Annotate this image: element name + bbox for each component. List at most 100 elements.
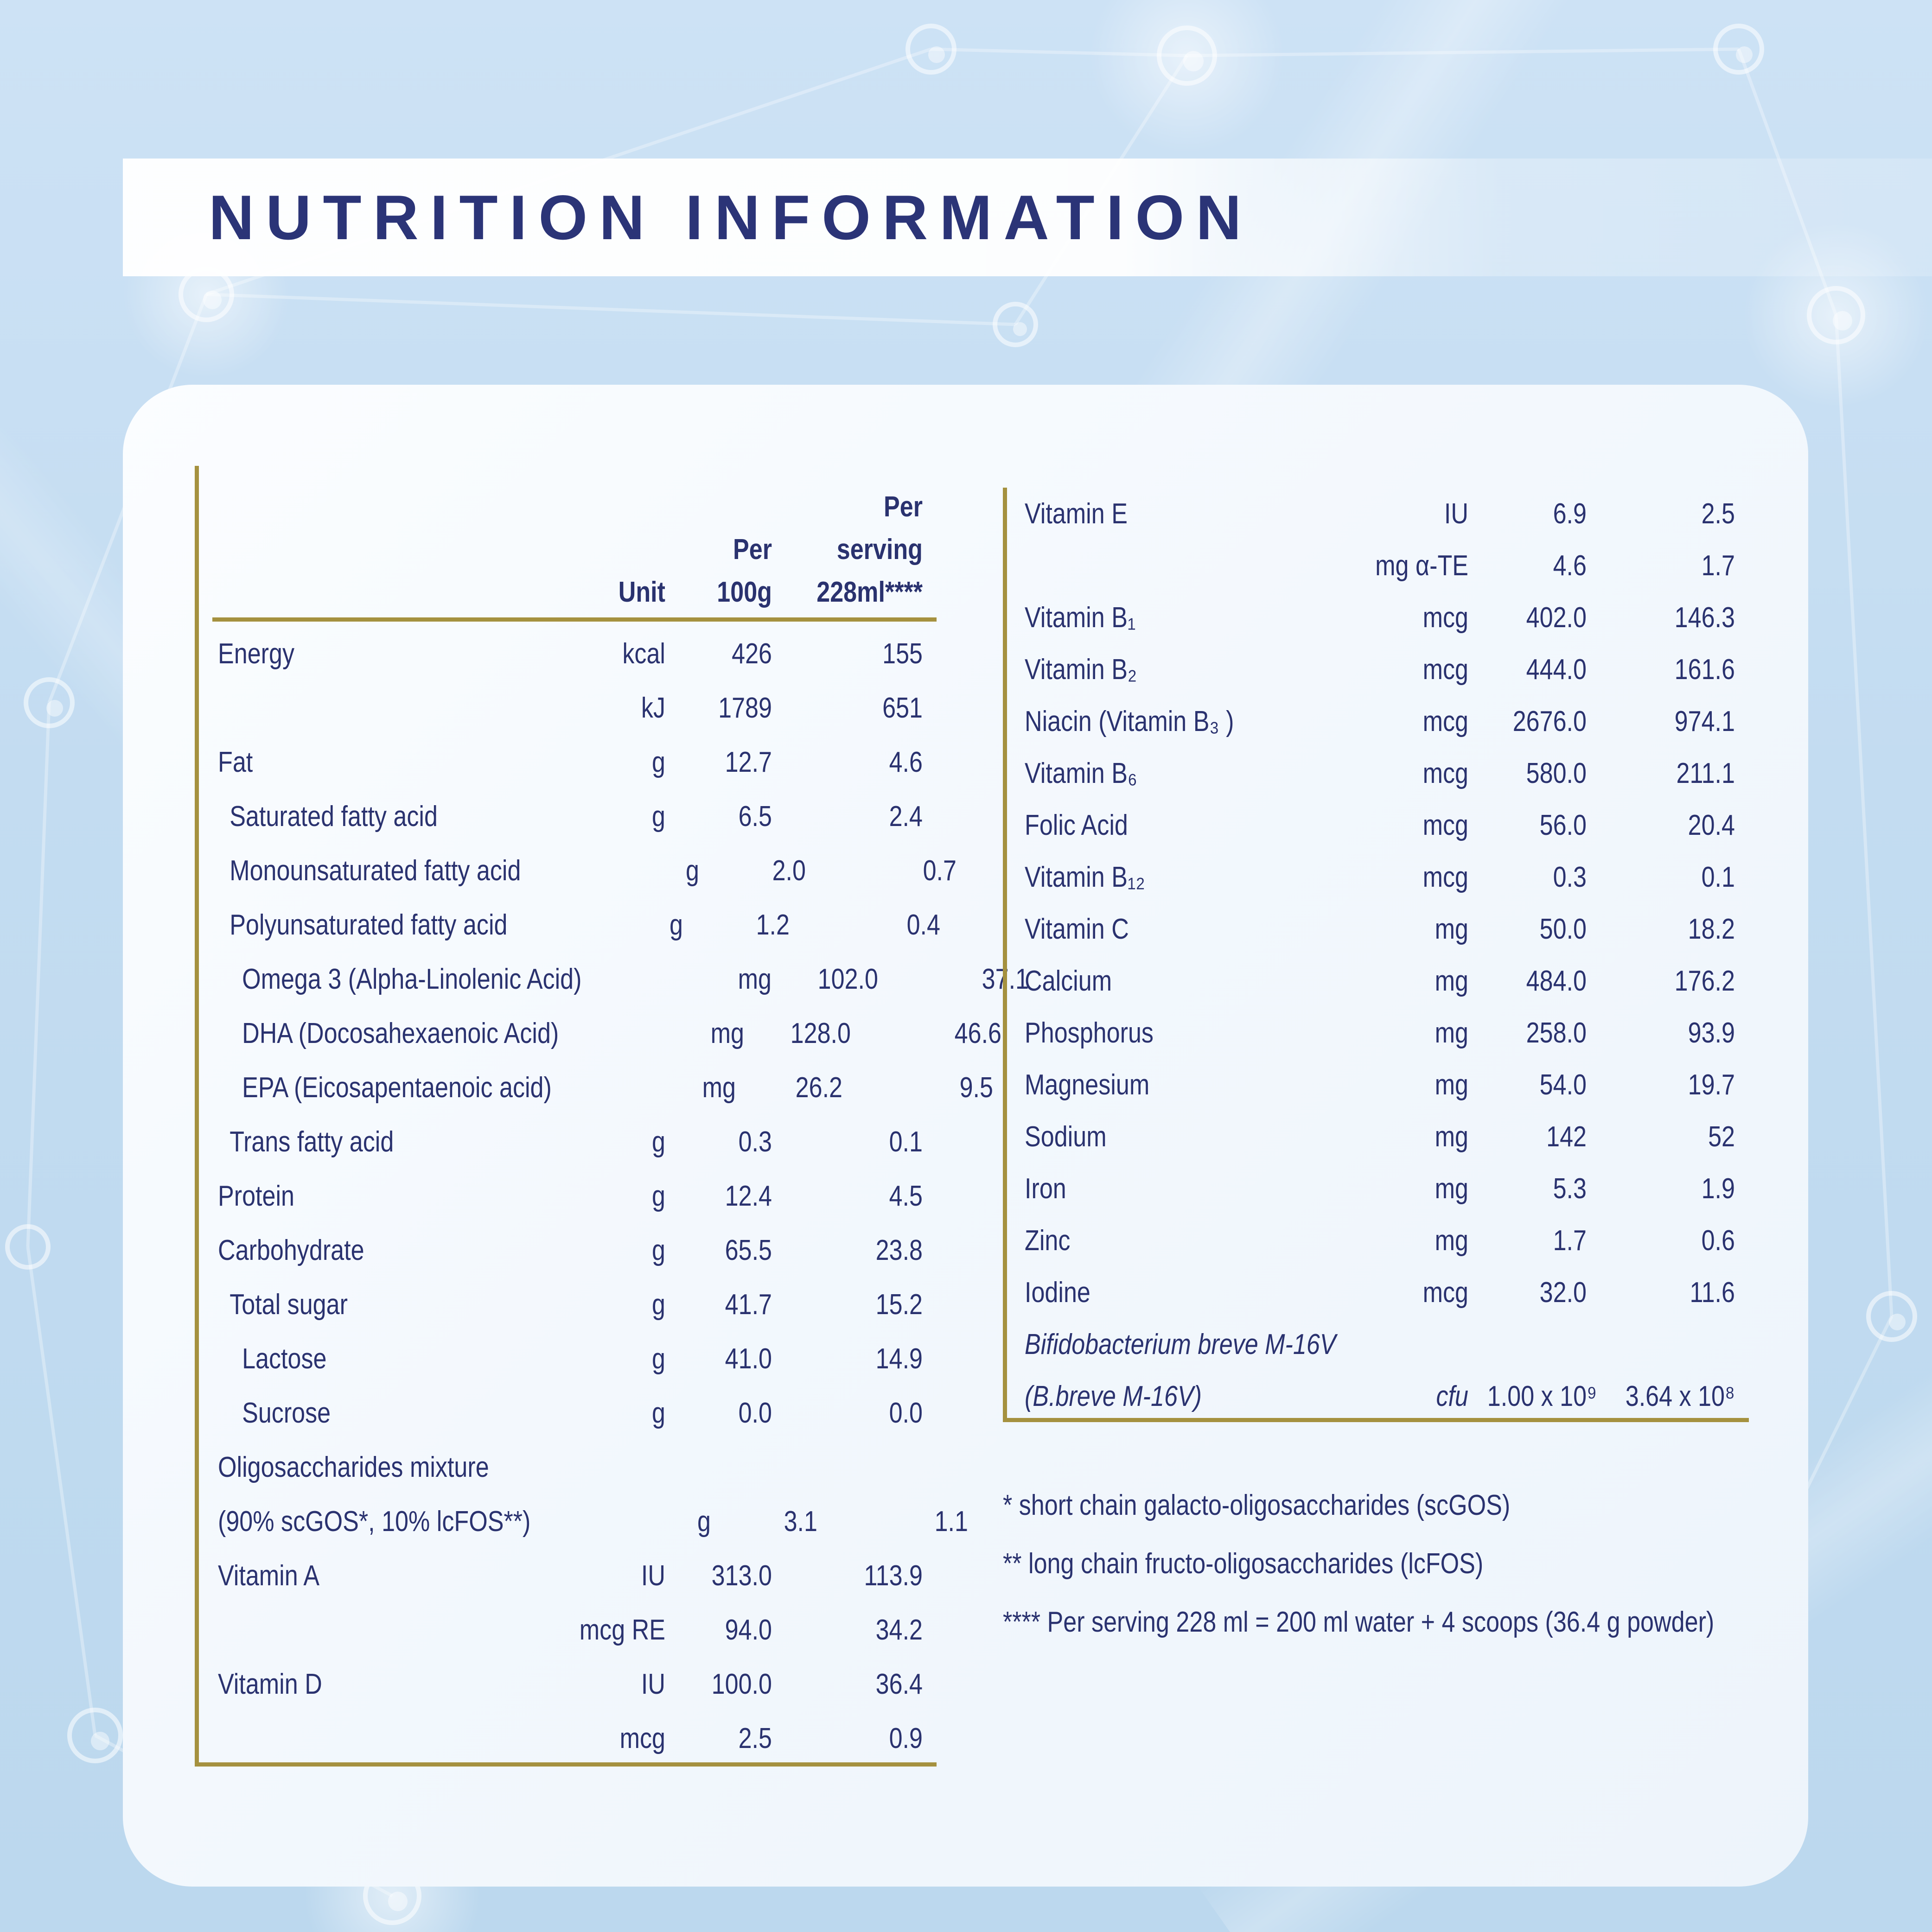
per-serving-cell: 1.9 [1701, 1172, 1735, 1205]
per-serving-cell: 0.9 [889, 1722, 923, 1754]
unit-cell: mg [1435, 1120, 1468, 1153]
per-100g-cell: 41.0 [725, 1343, 772, 1375]
per-100g-cell: 258.0 [1526, 1017, 1587, 1049]
table-row: Phosphorus mg 258.0 93.9 [1003, 1007, 1749, 1059]
per-100g-cell: 100.0 [711, 1668, 772, 1700]
per-serving-cell: 18.2 [1688, 913, 1735, 945]
per-100g-cell: 2.0 [772, 855, 806, 887]
per-serving-cell: 0.6 [1701, 1224, 1735, 1257]
row-label: Vitamin D [218, 1668, 322, 1700]
table-row: Iron mg 5.3 1.9 [1003, 1163, 1749, 1214]
per-100g-cell: 426 [732, 638, 772, 670]
row-label: (B.breve M-16V) [1025, 1380, 1202, 1412]
per-100g-cell: 128.0 [790, 1017, 851, 1049]
unit-cell: g [652, 1234, 665, 1266]
per-100g-cell: 0.3 [738, 1126, 772, 1158]
row-label: DHA (Docosahexaenoic Acid) [242, 1017, 559, 1049]
table-row: Vitamin D IU 100.0 36.4 [195, 1657, 937, 1711]
table-row: mg α-TE 4.6 1.7 [1003, 540, 1749, 591]
per-100g-cell: 2.5 [738, 1722, 772, 1754]
per-100g-cell: 56.0 [1539, 809, 1587, 841]
per-serving-cell: 4.5 [889, 1180, 923, 1212]
table-row: Saturated fatty acid g 6.5 2.4 [195, 789, 937, 844]
footnote: **** Per serving 228 ml = 200 ml water +… [1003, 1606, 1715, 1638]
table-row: Oligosaccharides mixture [195, 1440, 937, 1494]
per-serving-cell: 9.5 [959, 1072, 993, 1104]
per-100g-cell: 1.2 [756, 909, 790, 941]
per-100g-cell: 12.4 [725, 1180, 772, 1212]
unit-cell: mg [702, 1072, 736, 1104]
table-row: Vitamin C mg 50.0 18.2 [1003, 903, 1749, 955]
per-serving-cell: 651 [882, 692, 923, 724]
row-label: Monounsaturated fatty acid [230, 855, 521, 887]
row-label: Sodium [1025, 1120, 1107, 1153]
per-100g-cell: 102.0 [817, 963, 878, 995]
table-row: Energy kcal 426 155 [195, 627, 937, 681]
unit-cell: mg [1435, 1068, 1468, 1101]
table-row: DHA (Docosahexaenoic Acid) mg 128.0 46.6 [195, 1006, 1001, 1061]
row-label: Protein [218, 1180, 295, 1212]
left-table-bottom-rule [195, 1762, 937, 1767]
table-row: mcg RE 94.0 34.2 [195, 1603, 937, 1657]
per-serving-cell: 146.3 [1674, 601, 1735, 634]
per-serving-cell: 20.4 [1688, 809, 1735, 841]
table-row: Vitamin B₂ mcg 444.0 161.6 [1003, 643, 1749, 695]
row-label: Vitamin A [218, 1560, 320, 1592]
table-row: mcg 2.5 0.9 [195, 1711, 937, 1766]
per-serving-cell: 2.4 [889, 801, 923, 833]
row-label: Vitamin C [1025, 913, 1129, 945]
right-table-rows: Vitamin E IU 6.9 2.5 mg α-TE 4.6 1.7 Vitamin B₁… [1003, 488, 1749, 1422]
row-label: EPA (Eicosapentaenoic acid) [242, 1072, 552, 1104]
row-label: Carbohydrate [218, 1234, 364, 1266]
row-label: Vitamin E [1025, 497, 1128, 530]
unit-cell: g [652, 1397, 665, 1429]
molecule-node-icon [5, 24, 1917, 1925]
per-100g-cell: 313.0 [711, 1560, 772, 1592]
row-label: Zinc [1025, 1224, 1071, 1257]
per-serving-cell: 974.1 [1674, 705, 1735, 737]
table-row: (90% scGOS*, 10% lcFOS**) g 3.1 1.1 [195, 1494, 968, 1549]
row-label: Magnesium [1025, 1068, 1150, 1101]
right-table-border [1003, 488, 1007, 1422]
unit-cell: mcg [1422, 1276, 1468, 1309]
right-table-bottom-rule [1003, 1418, 1749, 1422]
table-row: Magnesium mg 54.0 19.7 [1003, 1059, 1749, 1111]
per-100g-cell: 26.2 [795, 1072, 842, 1104]
per-serving-cell: 46.6 [954, 1017, 1002, 1049]
table-row: Iodine mcg 32.0 11.6 [1003, 1266, 1749, 1318]
row-label: Oligosaccharides mixture [218, 1451, 489, 1483]
row-label: Trans fatty acid [230, 1126, 394, 1158]
unit-cell: IU [641, 1668, 665, 1700]
unit-cell: mcg [1422, 809, 1468, 841]
per-100g-cell: 54.0 [1539, 1068, 1587, 1101]
row-label: Phosphorus [1025, 1017, 1154, 1049]
table-row: Zinc mg 1.7 0.6 [1003, 1214, 1749, 1266]
per-serving-cell: 155 [882, 638, 923, 670]
table-row: Omega 3 (Alpha-Linolenic Acid)mg102.037.… [195, 952, 1029, 1006]
left-table-rows: Energy kcal 426 155 kJ 1789 651 Fat g 12.7 4.6 Satu… [195, 627, 1029, 1766]
per-100g-cell: 4.6 [1553, 549, 1587, 582]
footnote: * short chain galacto-oligosaccharides (… [1003, 1489, 1511, 1521]
per-serving-cell: 3.64 x 10⁸ [1625, 1380, 1735, 1412]
per-serving-cell: 113.9 [864, 1560, 923, 1592]
unit-cell: g [685, 855, 699, 887]
left-table-border [195, 466, 199, 1767]
table-row: Niacin (Vitamin B₃ ) mcg 2676.0 974.1 [1003, 695, 1749, 747]
per-100g-cell: 5.3 [1553, 1172, 1587, 1205]
unit-cell: mcg [1422, 757, 1468, 789]
row-label: Iron [1025, 1172, 1066, 1205]
per-serving-cell: 0.4 [907, 909, 941, 941]
per-serving-cell: 0.1 [1701, 861, 1735, 893]
per-100g-cell: 580.0 [1526, 757, 1587, 789]
unit-cell: IU [1444, 497, 1468, 530]
table-row: Lactose g 41.0 14.9 [195, 1332, 937, 1386]
row-label: Niacin (Vitamin B₃ ) [1025, 705, 1234, 737]
col-header-per-serving: Per serving 228ml**** [816, 491, 923, 608]
per-100g-cell: 0.0 [738, 1397, 772, 1429]
table-row: (B.breve M-16V) cfu 1.00 x 10⁹ 3.64 x 10⁸ [1003, 1370, 1749, 1422]
row-label: Vitamin B₁ [1025, 601, 1136, 634]
unit-cell: mcg [1422, 653, 1468, 686]
per-serving-cell: 34.2 [875, 1614, 923, 1646]
unit-cell: g [652, 1180, 665, 1212]
